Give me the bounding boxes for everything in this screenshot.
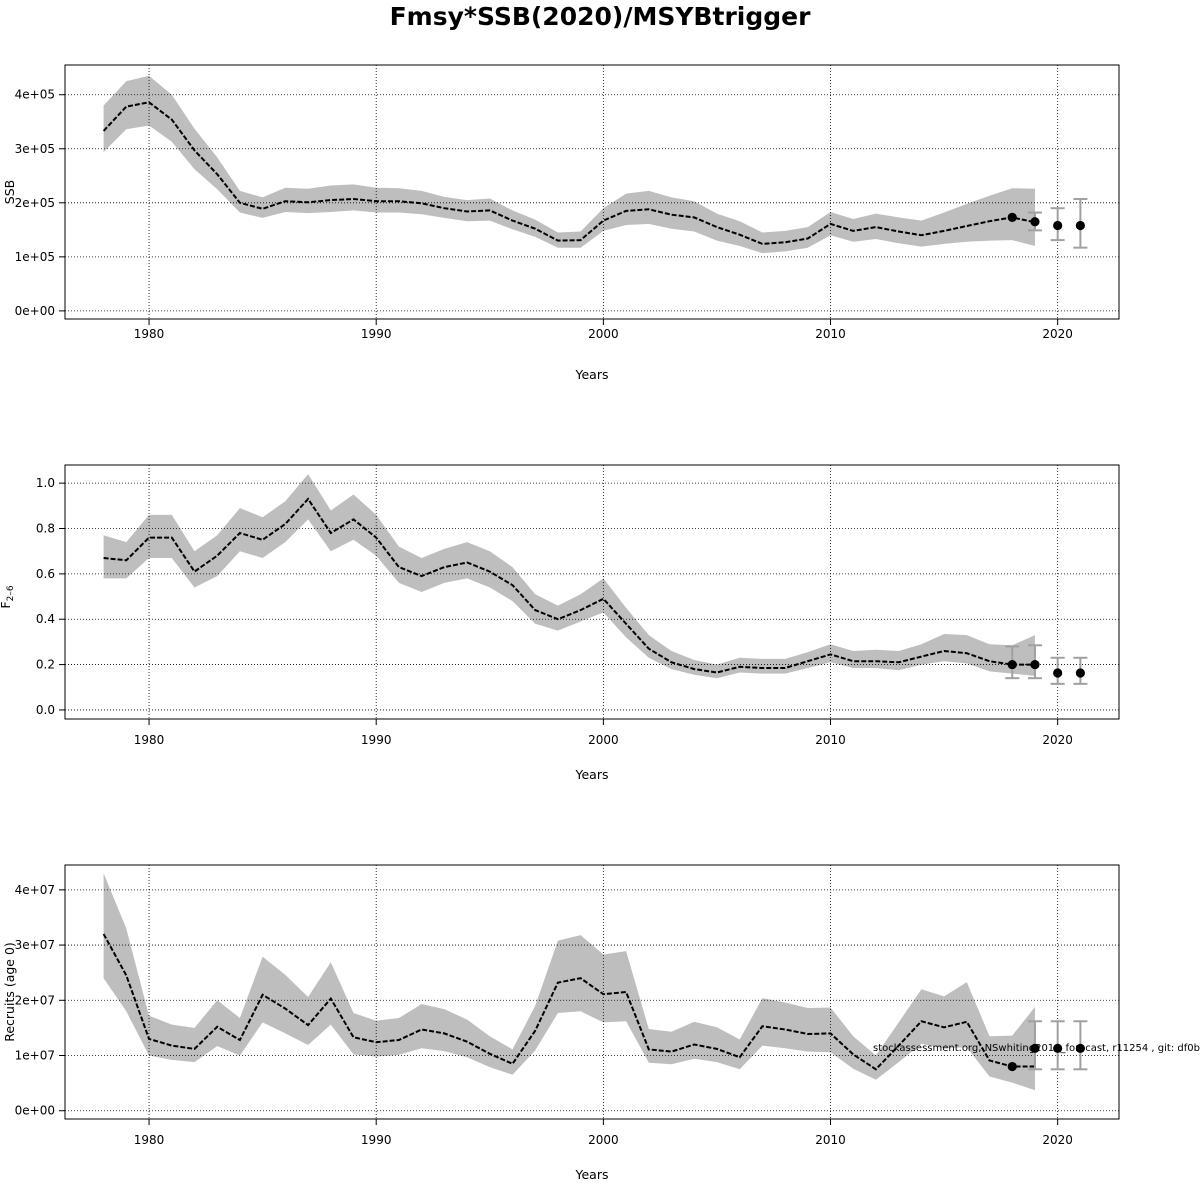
y-tick-label: 2e+07 xyxy=(15,993,55,1007)
x-tick-label: 2000 xyxy=(588,733,619,747)
y-tick-label: 0.4 xyxy=(36,612,55,626)
panel-2: 0.0 0.2 0.4 0.6 0.8 1.0 1980 1990 2000 2010 2020 Ye… xyxy=(0,464,1120,782)
x-tick-label: 1990 xyxy=(361,1133,392,1147)
y-tick-label: 0e+00 xyxy=(15,1104,55,1118)
estimate-line xyxy=(102,101,1036,245)
y-tick-label: 0.0 xyxy=(36,703,55,717)
panel-3: 0e+00 1e+07 2e+07 3e+07 4e+07 1980 1990 2000 201… xyxy=(2,864,1120,1182)
y-tick-label: 1e+05 xyxy=(15,250,55,264)
plot-frame xyxy=(64,64,1120,320)
forecast-point xyxy=(1030,1043,1040,1053)
y-axis-label: SSB xyxy=(2,180,17,204)
y-tick-label: 0.6 xyxy=(36,567,55,581)
forecast-point xyxy=(1007,1061,1017,1072)
y-tick-label: 2e+05 xyxy=(15,196,55,210)
forecast-point xyxy=(1007,212,1017,222)
forecast-point xyxy=(1007,659,1017,670)
x-tick-label: 1980 xyxy=(134,1133,165,1147)
forecast-point xyxy=(1075,668,1085,678)
confidence-band xyxy=(103,873,1036,1091)
plot-frame xyxy=(64,464,1120,720)
y-tick-label: 4e+05 xyxy=(15,88,55,102)
x-tick-label: 2010 xyxy=(815,327,846,341)
confidence-band xyxy=(103,474,1036,679)
x-tick-label: 2000 xyxy=(588,327,619,341)
y-tick-label: 4e+07 xyxy=(15,883,55,897)
y-tick-label: 1.0 xyxy=(36,476,55,490)
forecast-point xyxy=(1053,220,1063,231)
x-tick-label: 2000 xyxy=(588,1133,619,1147)
x-tick-label: 1980 xyxy=(134,733,165,747)
confidence-band xyxy=(103,75,1036,254)
y-tick-label: 0.2 xyxy=(36,658,55,672)
x-axis-label: Years xyxy=(575,767,609,782)
forecast-point xyxy=(1030,659,1040,670)
x-tick-label: 2010 xyxy=(815,733,846,747)
y-axis-label: F2–6 xyxy=(0,585,16,608)
estimate-line xyxy=(103,497,1035,674)
y-tick-label: 3e+05 xyxy=(15,142,55,156)
x-axis-label: Years xyxy=(575,1167,609,1182)
x-axis-label: Years xyxy=(575,367,609,382)
y-axis-label: Recruits (age 0) xyxy=(2,942,17,1042)
y-tick-label: 3e+07 xyxy=(15,938,55,952)
x-tick-label: 2010 xyxy=(815,1133,846,1147)
x-tick-label: 2020 xyxy=(1042,733,1073,747)
x-tick-label: 2020 xyxy=(1042,327,1073,341)
y-tick-label: 1e+07 xyxy=(15,1049,55,1063)
y-tick-label: 0.8 xyxy=(36,522,55,536)
x-tick-label: 2020 xyxy=(1042,1133,1073,1147)
forecast-point xyxy=(1053,1043,1063,1053)
forecast-point xyxy=(1075,1043,1085,1053)
panel-1: 0e+00 1e+05 2e+05 3e+05 4e+05 1980 1990 2000 201… xyxy=(2,64,1120,382)
chart-title: Fmsy*SSB(2020)/MSYBtrigger xyxy=(389,2,811,31)
footnote-text: stockassessment.org, NSwhiting2019_forec… xyxy=(873,1043,1200,1054)
x-tick-label: 1990 xyxy=(361,733,392,747)
forecast-point xyxy=(1053,668,1063,678)
plot-frame xyxy=(64,864,1120,1120)
y-axis-label-main: F xyxy=(0,601,13,608)
estimate-line xyxy=(102,933,1035,1071)
x-tick-label: 1990 xyxy=(361,327,392,341)
forecast-point xyxy=(1075,220,1085,231)
y-tick-label: 0e+00 xyxy=(15,304,55,318)
y-axis-label-sub: 2–6 xyxy=(6,585,16,601)
x-tick-label: 1980 xyxy=(134,327,165,341)
forecast-point xyxy=(1030,217,1040,227)
